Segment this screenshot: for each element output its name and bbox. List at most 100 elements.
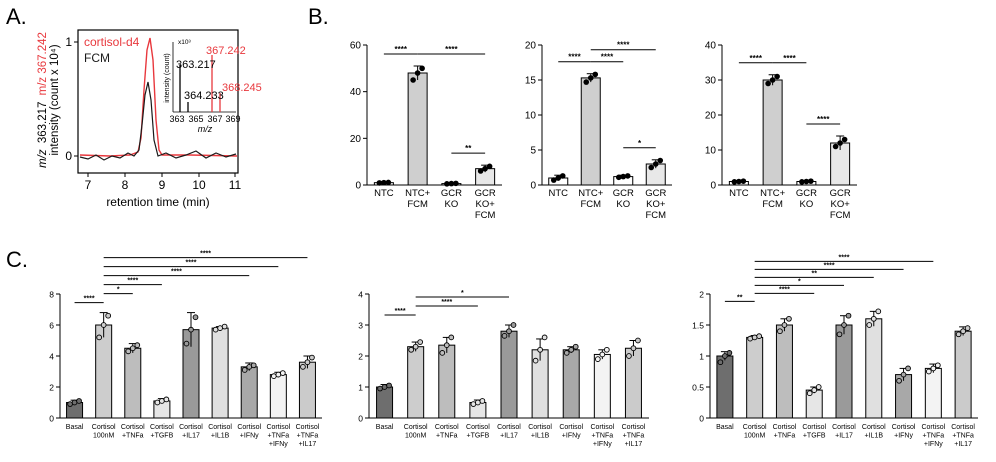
x-tick-label: GCR KO+ FCM xyxy=(475,188,496,221)
data-point xyxy=(412,343,419,350)
significance-label: **** xyxy=(783,54,796,63)
bar xyxy=(746,336,764,419)
x-tick-label-line: +IL1B xyxy=(531,433,550,440)
significance-label: **** xyxy=(395,45,408,54)
data-point xyxy=(960,328,966,335)
data-point xyxy=(592,71,599,78)
data-point xyxy=(615,174,622,181)
data-point xyxy=(477,168,484,174)
data-point xyxy=(555,175,562,181)
x-tick-label: Cortisol +TNFa xyxy=(435,424,459,440)
data-point xyxy=(443,342,450,349)
x-tick-label-line: Cortisol xyxy=(802,424,826,431)
bar xyxy=(211,327,229,419)
x-tick-label: GCR KO xyxy=(796,188,817,210)
x-tick-label: Cortisol 100nM xyxy=(404,424,428,440)
data-point xyxy=(603,346,610,353)
data-point xyxy=(624,173,631,179)
data-point xyxy=(188,326,194,333)
y-tick-label: 0 xyxy=(49,414,54,424)
significance-label: ** xyxy=(465,144,472,153)
panel-a-xticks: 7 8 9 10 11 xyxy=(85,173,242,192)
data-point xyxy=(769,77,776,83)
y-tick-label: 2 xyxy=(49,383,54,393)
bar xyxy=(124,347,142,419)
data-point xyxy=(304,359,311,366)
x-tick-label-line: Cortisol xyxy=(921,424,945,431)
data-point xyxy=(125,348,132,355)
data-point xyxy=(448,180,455,187)
data-point xyxy=(444,181,450,187)
x-tick-label-line: +IFNy xyxy=(924,441,943,448)
x-tick-label: Cortisol +IL17 xyxy=(497,424,521,440)
data-point xyxy=(756,333,763,340)
data-point xyxy=(76,398,82,404)
x-tick-label: GCR KO+ FCM xyxy=(645,188,666,221)
data-point xyxy=(192,314,199,321)
x-tick-label-line: +IL17 xyxy=(299,441,317,448)
x-tick-label-line: +TNFa xyxy=(268,433,290,440)
x-tick-label-line: +IFNy xyxy=(240,433,259,440)
x-tick-label-line: +IFNy xyxy=(593,441,612,448)
data-point xyxy=(96,334,103,341)
x-tick-label: Cortisol +IFNy xyxy=(237,424,261,440)
data-point xyxy=(722,353,728,359)
x-tick-label-line: +TNFa xyxy=(592,433,614,440)
x-tick-label-line: GCR xyxy=(645,188,666,199)
bar xyxy=(924,367,942,419)
panel-a-ytick: 0 xyxy=(65,149,72,163)
data-point xyxy=(417,339,424,345)
data-point xyxy=(300,364,306,370)
y-tick-label: 0 xyxy=(710,181,716,192)
bar xyxy=(269,374,287,419)
x-tick-label-line: +TNFa xyxy=(952,433,974,440)
x-tick-label-line: KO xyxy=(445,199,459,210)
significance-label: **** xyxy=(441,299,452,306)
inset-xtick: 363 xyxy=(169,114,184,124)
data-point xyxy=(279,370,286,376)
significance-label: **** xyxy=(84,296,95,303)
data-point xyxy=(740,178,747,184)
y-tick-label: 0 xyxy=(530,181,536,192)
x-tick-label-line: +TNFa xyxy=(623,433,645,440)
x-tick-label: Cortisol +TNFa +IL17 xyxy=(622,424,646,448)
x-tick-label: Cortisol +IL1B xyxy=(208,424,232,440)
data-point xyxy=(635,337,641,344)
x-tick-label-line: +IL1B xyxy=(211,433,230,440)
data-point xyxy=(626,353,632,359)
x-tick-label-line: KO+ xyxy=(830,199,850,210)
data-point xyxy=(648,164,655,171)
data-point xyxy=(964,325,971,331)
y-tick-label: 60 xyxy=(350,41,362,52)
y-tick-label: 0.5 xyxy=(692,383,704,393)
y-tick-label: 4 xyxy=(49,352,54,362)
y-tick-label: 40 xyxy=(705,41,717,52)
inset-peak-label: 363.217 xyxy=(176,59,216,71)
svg-text:m/z 363.217 m/: m/z 363.217 m/z 367.242 xyxy=(37,32,49,168)
inset-peak-label: 364.233 xyxy=(184,90,224,102)
data-point xyxy=(652,161,659,167)
data-point xyxy=(774,73,780,80)
panel-a-ylabel: m/z 363.217 m/z 367.242 intensity (count… xyxy=(37,32,61,168)
data-point xyxy=(550,177,557,183)
x-tick-label-line: Cortisol xyxy=(590,424,614,431)
bar xyxy=(865,318,883,419)
x-tick-label: Cortisol +TGFB xyxy=(466,424,490,440)
data-point xyxy=(105,312,112,319)
y-tick-label: 2 xyxy=(699,290,704,300)
x-tick-label-line: 100nM xyxy=(93,433,115,440)
data-point xyxy=(594,356,601,362)
data-point xyxy=(934,362,941,369)
data-point xyxy=(410,77,416,83)
x-tick-label: GCR KO xyxy=(613,188,634,210)
data-point xyxy=(486,163,493,170)
data-point xyxy=(736,178,742,185)
x-tick-label: NTC xyxy=(729,188,749,199)
x-tick-label-line: FCM xyxy=(407,199,428,210)
panel-a-ytick: 1 xyxy=(65,35,72,49)
significance-label: **** xyxy=(127,278,138,285)
x-tick-label-line: GCR xyxy=(796,188,817,199)
